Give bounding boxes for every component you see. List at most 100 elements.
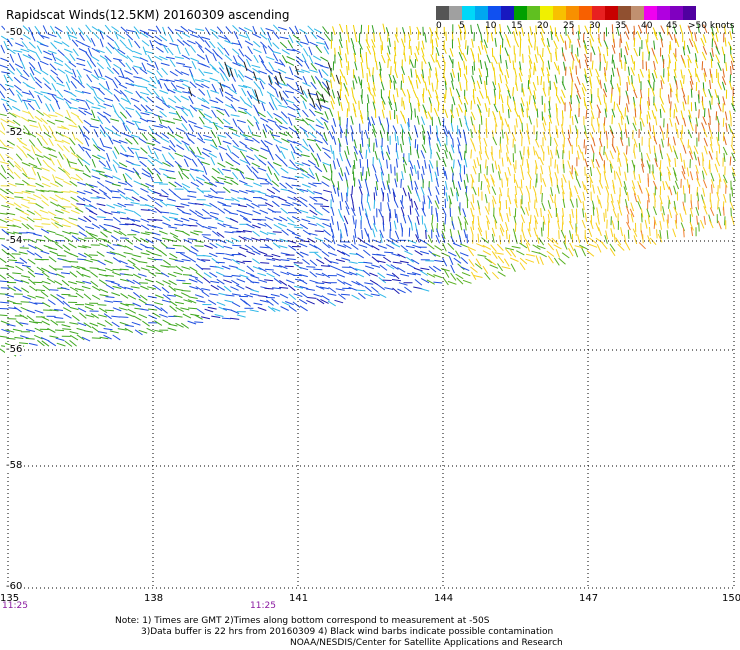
wind-barb [42, 301, 51, 308]
wind-barb [140, 285, 149, 290]
wind-barb [435, 132, 439, 142]
wind-barb [689, 207, 694, 217]
wind-barb [346, 179, 349, 189]
wind-barb [70, 176, 80, 181]
wind-barb [458, 95, 463, 105]
wind-barb [331, 215, 334, 225]
wind-barb [710, 58, 713, 68]
wind-barb [473, 124, 476, 134]
wind-barb [1, 204, 11, 208]
wind-barb [364, 242, 374, 248]
wind-barb [500, 94, 504, 104]
wind-barb [401, 66, 405, 76]
wind-barb [273, 31, 280, 40]
wind-barb [344, 200, 350, 210]
wind-barb [20, 335, 29, 339]
wind-barb [387, 145, 391, 155]
wind-barb [266, 91, 275, 98]
wind-barb [598, 199, 603, 209]
wind-barb [216, 109, 225, 116]
wind-barb [26, 216, 35, 223]
wind-barb [429, 160, 434, 169]
wind-barb [402, 187, 407, 197]
wind-barb [217, 134, 227, 138]
wind-barb [527, 163, 530, 173]
colorbar-swatch [449, 6, 462, 20]
wind-barb [596, 243, 602, 253]
wind-barb [111, 26, 120, 33]
wind-barb [547, 60, 551, 70]
wind-barb [394, 34, 399, 43]
wind-barb [236, 119, 246, 124]
wind-barb [89, 125, 99, 129]
wind-barb [563, 61, 566, 71]
wind-barb [484, 150, 490, 160]
wind-barb [179, 252, 189, 258]
wind-barb [91, 26, 100, 32]
wind-barb [271, 50, 281, 55]
wind-barb [198, 68, 205, 77]
wind-barb [41, 176, 50, 182]
wind-barb [109, 251, 119, 255]
wind-barb [433, 265, 442, 272]
wind-barb [321, 272, 330, 279]
wind-barb [223, 180, 233, 185]
wind-barb [510, 257, 519, 262]
wind-barb [48, 190, 58, 193]
wind-barb [56, 76, 64, 84]
wind-barb [501, 178, 503, 188]
wind-barb [306, 188, 315, 195]
wind-barb [202, 208, 210, 215]
wind-barb [339, 58, 343, 69]
wind-barb [351, 207, 356, 217]
wind-barb [522, 156, 524, 166]
wind-barb [444, 143, 448, 153]
wind-barb [180, 307, 190, 311]
wind-barb [33, 210, 42, 217]
wind-barb [244, 138, 254, 142]
wind-barb [0, 301, 10, 304]
wind-barb [112, 67, 120, 75]
wind-barb [658, 31, 663, 41]
wind-barb [613, 101, 616, 111]
wind-barb [527, 171, 532, 181]
wind-barb [7, 259, 18, 262]
wind-barb [401, 38, 405, 48]
wind-barb [34, 76, 42, 84]
wind-barb [210, 28, 219, 35]
wind-barb [477, 215, 480, 225]
wind-barb [274, 82, 283, 89]
wind-barb [476, 96, 482, 106]
wind-barb [195, 28, 205, 31]
wind-barb [674, 122, 678, 132]
wind-barb [515, 118, 518, 128]
wind-barb [491, 146, 493, 156]
wind-barb [70, 209, 80, 215]
wind-barb [215, 181, 225, 185]
wind-barb [506, 25, 512, 35]
wind-barb [697, 156, 701, 166]
wind-barb [217, 47, 224, 55]
wind-barb [534, 41, 536, 51]
wind-barb [291, 216, 301, 222]
wind-barb [313, 293, 323, 298]
wind-barb [431, 223, 434, 233]
wind-barb [61, 279, 70, 287]
wind-barb [457, 137, 461, 147]
wind-barb [458, 52, 464, 61]
wind-barb [350, 37, 355, 47]
wind-barb [251, 190, 261, 192]
wind-barb [387, 45, 391, 55]
wind-barb [216, 231, 225, 239]
wind-barb [55, 176, 64, 181]
wind-barb [449, 199, 451, 209]
wind-barb [203, 166, 208, 175]
wind-barb [295, 81, 300, 91]
wind-barb [286, 216, 295, 224]
wind-barb [112, 285, 122, 289]
wind-barb [286, 279, 295, 284]
wind-barb [301, 118, 309, 126]
wind-barb [506, 69, 510, 79]
wind-barb [13, 76, 22, 84]
wind-barb [68, 217, 78, 221]
